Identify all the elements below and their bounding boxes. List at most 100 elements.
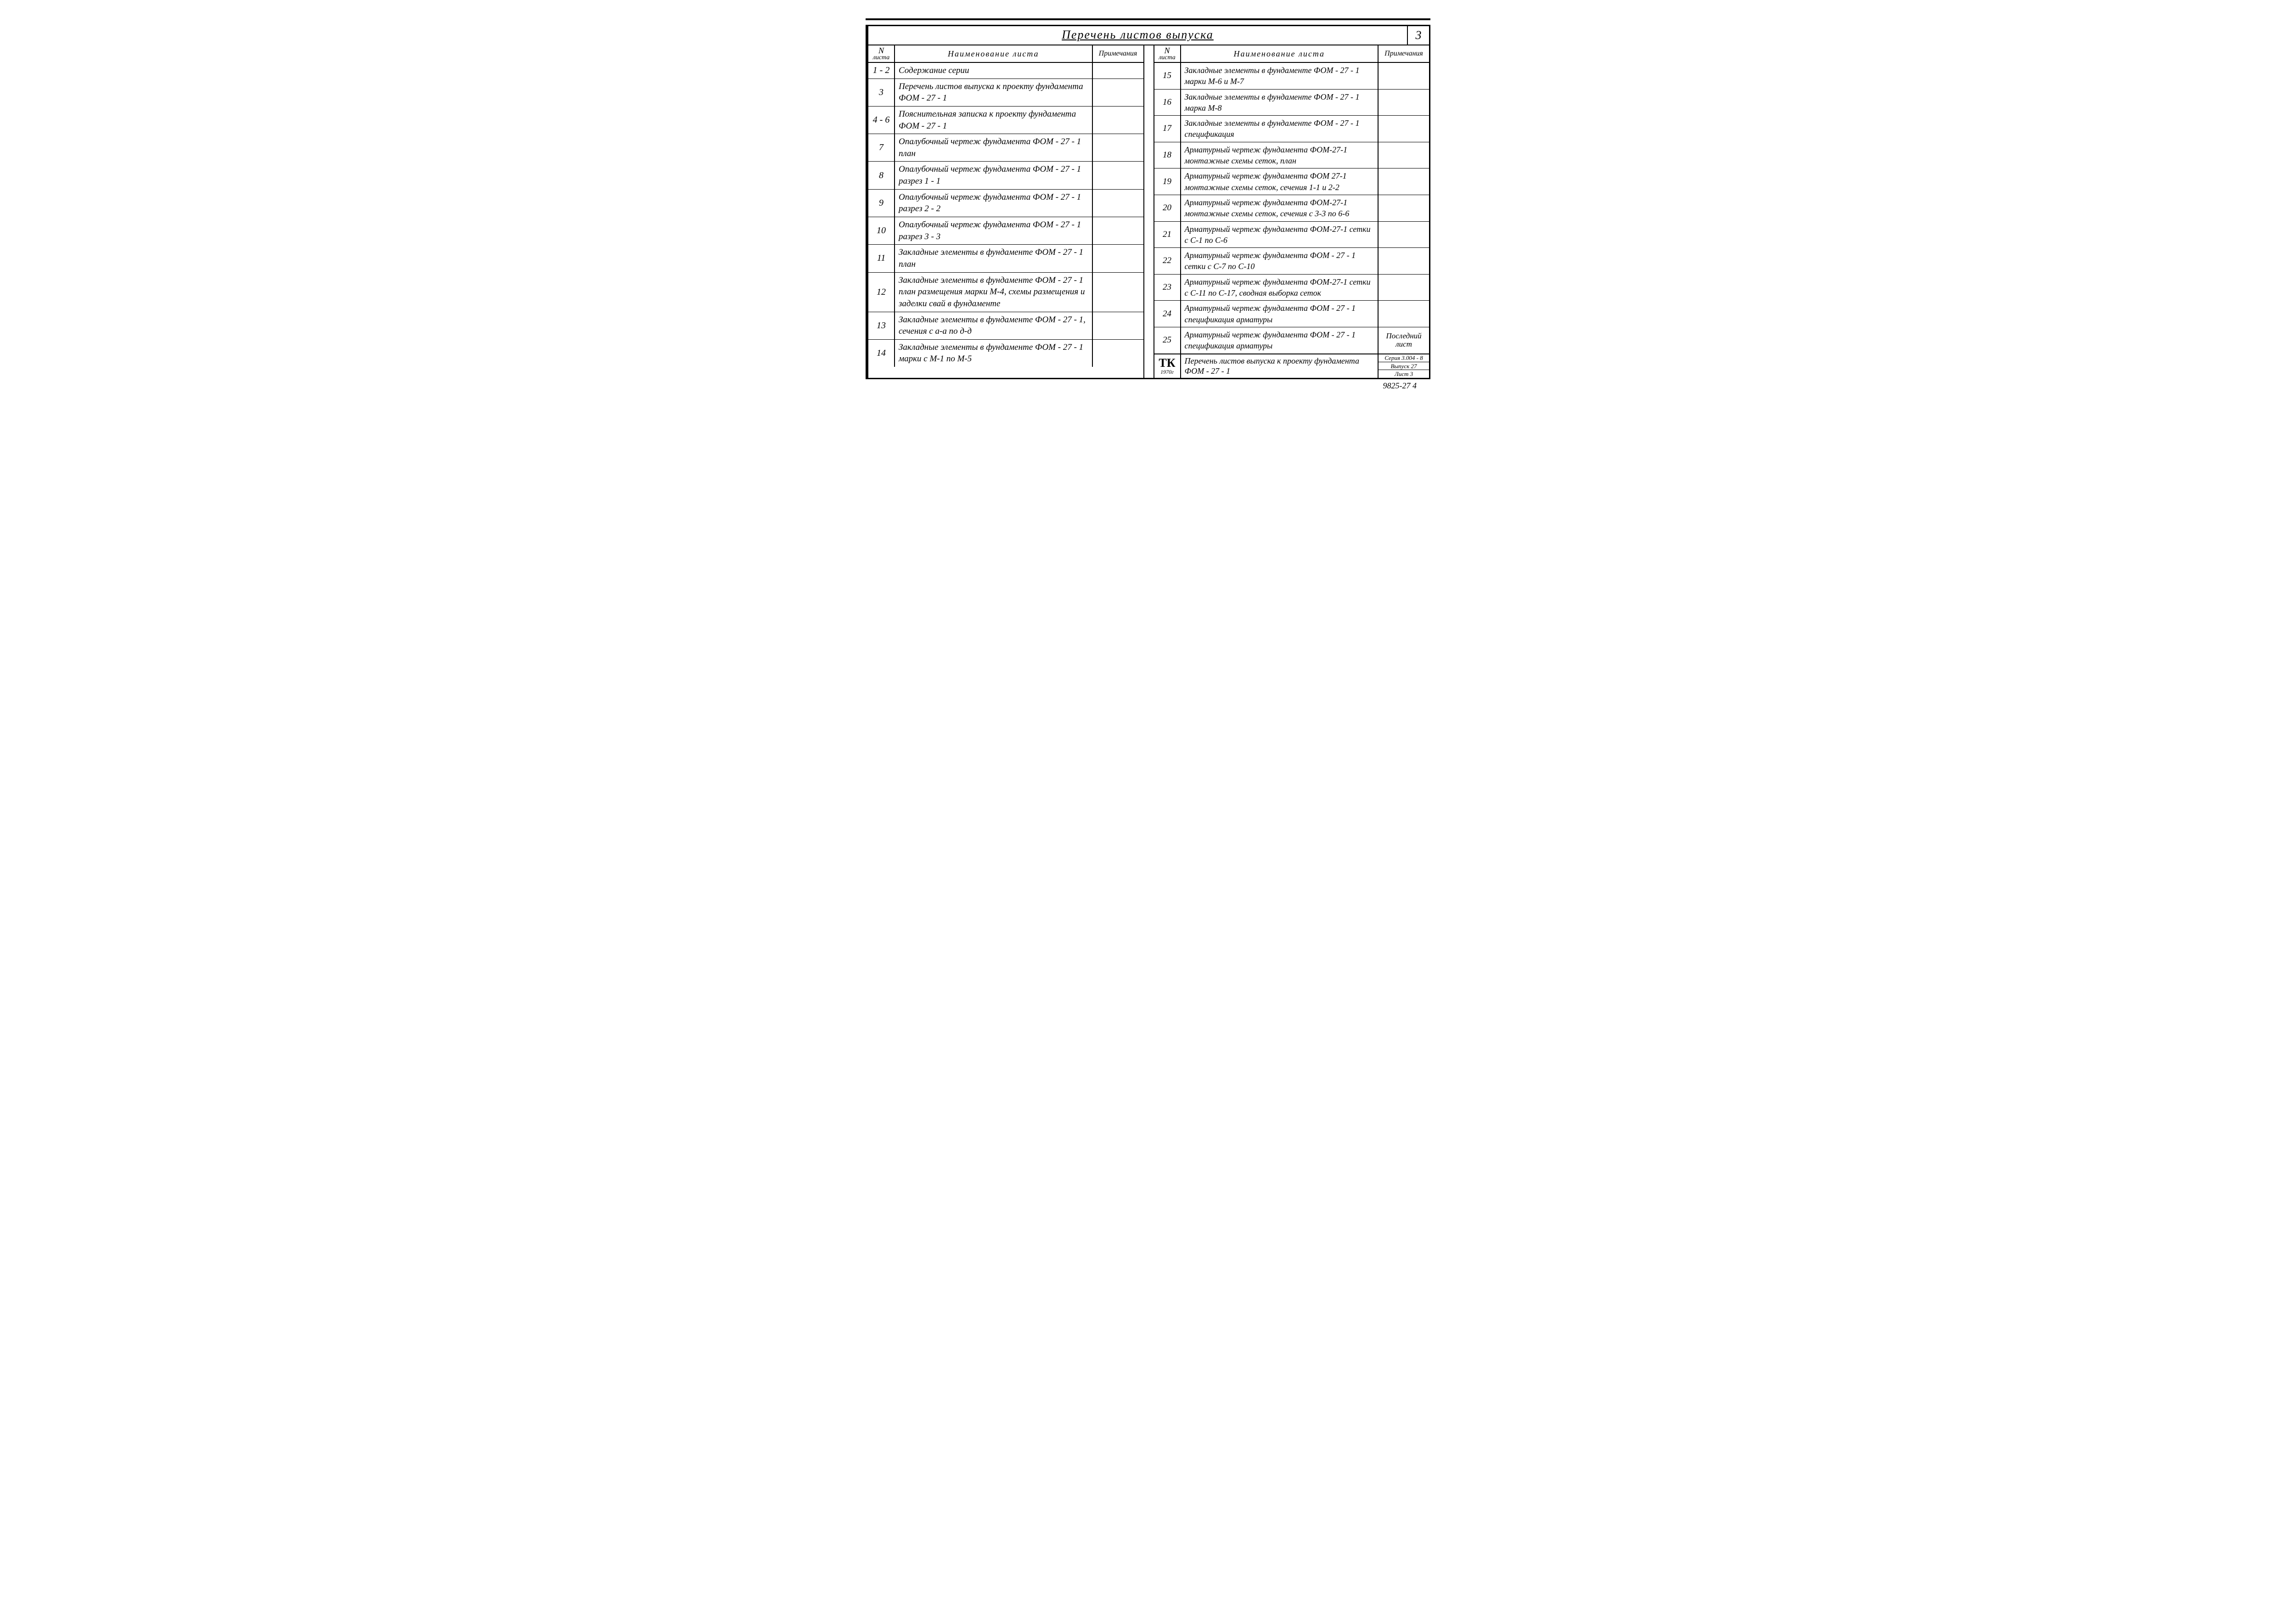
row-name: Арматурный чертеж фундамента ФОМ-27-1 се… [1181,222,1379,248]
table-row: 11Закладные элементы в фундаменте ФОМ - … [868,245,1143,272]
row-number: 15 [1154,63,1181,89]
row-note [1379,222,1429,248]
tk-year: 1970г [1160,369,1174,375]
table-row: 7Опалубочный чертеж фундамента ФОМ - 27 … [868,134,1143,162]
table-row: 17Закладные элементы в фундаменте ФОМ - … [1154,116,1429,142]
issue-label: Выпуск 27 [1379,362,1429,370]
row-name: Закладные элементы в фундаменте ФОМ - 27… [895,312,1093,339]
row-note [1379,248,1429,274]
page-number: 3 [1416,28,1422,42]
right-header-row: N листа Наименование листа Примечания [1154,45,1429,63]
row-note [1379,142,1429,168]
header-num-bottom: листа [873,55,890,61]
header-note: Примечания [1379,45,1429,62]
row-note [1093,63,1143,79]
title-block-stamp: ТК 1970г [1154,354,1181,378]
row-note [1379,90,1429,116]
row-name: Арматурный чертеж фундамента ФОМ - 27 - … [1181,301,1379,327]
row-note [1379,168,1429,195]
row-number: 11 [868,245,895,272]
table-row: 15Закладные элементы в фундаменте ФОМ - … [1154,63,1429,90]
header-note: Примечания [1093,45,1143,62]
row-name: Опалубочный чертеж фундамента ФОМ - 27 -… [895,217,1093,244]
row-name: Арматурный чертеж фундамента ФОМ-27-1 се… [1181,275,1379,301]
right-column: N листа Наименование листа Примечания 15… [1154,45,1429,378]
row-note [1379,275,1429,301]
row-number: 24 [1154,301,1181,327]
row-name: Закладные элементы в фундаменте ФОМ - 27… [895,340,1093,367]
row-note [1093,245,1143,272]
row-name: Арматурный чертеж фундамента ФОМ - 27 - … [1181,327,1379,354]
table-row: 3Перечень листов выпуска к проекту фунда… [868,79,1143,107]
row-note [1379,195,1429,221]
row-note [1093,134,1143,161]
row-number: 19 [1154,168,1181,195]
table-row: 24Арматурный чертеж фундамента ФОМ - 27 … [1154,301,1429,327]
row-note [1093,162,1143,189]
row-number: 17 [1154,116,1181,142]
header-name: Наименование листа [1181,45,1379,62]
header-num-top: N [878,46,884,55]
table-row: 21Арматурный чертеж фундамента ФОМ-27-1 … [1154,222,1429,248]
page: Перечень листов выпуска 3 N листа Наимен… [866,18,1430,391]
scan-artifact [866,18,1430,20]
row-number: 20 [1154,195,1181,221]
table-row: 23Арматурный чертеж фундамента ФОМ-27-1 … [1154,275,1429,301]
left-column: N листа Наименование листа Примечания 1 … [868,45,1144,378]
row-name: Перечень листов выпуска к проекту фундам… [895,79,1093,106]
row-number: 3 [868,79,895,106]
row-name: Опалубочный чертеж фундамента ФОМ - 27 -… [895,190,1093,217]
row-number: 21 [1154,222,1181,248]
row-note [1093,217,1143,244]
sheet-label: Лист 3 [1379,370,1429,377]
title-block-description: Перечень листов выпуска к проекту фундам… [1181,354,1379,378]
row-note [1093,190,1143,217]
drawing-frame: Перечень листов выпуска 3 N листа Наимен… [866,25,1430,379]
header-num: N листа [1154,45,1181,62]
row-name: Закладные элементы в фундаменте ФОМ - 27… [1181,116,1379,142]
row-number: 12 [868,273,895,312]
row-name: Содержание серии [895,63,1093,79]
row-number: 9 [868,190,895,217]
footer-text: 9825-27 4 [866,379,1430,391]
title-text: Перечень листов выпуска [1062,28,1214,41]
table-row: 22Арматурный чертеж фундамента ФОМ - 27 … [1154,248,1429,275]
row-number: 22 [1154,248,1181,274]
row-note [1093,79,1143,106]
title-block: ТК 1970г Перечень листов выпуска к проек… [1154,354,1429,378]
tk-label: ТК [1159,357,1175,369]
table-row: 20Арматурный чертеж фундамента ФОМ-27-1 … [1154,195,1429,222]
header-num: N листа [868,45,895,62]
row-name: Закладные элементы в фундаменте ФОМ - 27… [1181,90,1379,116]
row-name: Закладные элементы в фундаменте ФОМ - 27… [1181,63,1379,89]
row-number: 10 [868,217,895,244]
header-num-bottom: листа [1159,55,1176,61]
page-number-box: 3 [1407,26,1429,45]
row-note [1379,63,1429,89]
row-name: Арматурный чертеж фундамента ФОМ-27-1 мо… [1181,142,1379,168]
table-row: 13Закладные элементы в фундаменте ФОМ - … [868,312,1143,340]
row-name: Закладные элементы в фундаменте ФОМ - 27… [895,245,1093,272]
row-number: 23 [1154,275,1181,301]
row-number: 16 [1154,90,1181,116]
table-row: 4 - 6Пояснительная записка к проекту фун… [868,107,1143,134]
table-row: 8Опалубочный чертеж фундамента ФОМ - 27 … [868,162,1143,189]
row-name: Пояснительная записка к проекту фундамен… [895,107,1093,134]
row-number: 7 [868,134,895,161]
row-note [1093,312,1143,339]
row-note [1379,301,1429,327]
row-name: Арматурный чертеж фундамента ФОМ - 27 - … [1181,248,1379,274]
row-note [1093,273,1143,312]
column-gap [1144,45,1154,378]
table-row: 10Опалубочный чертеж фундамента ФОМ - 27… [868,217,1143,245]
columns: N листа Наименование листа Примечания 1 … [868,45,1429,378]
right-body: 15Закладные элементы в фундаменте ФОМ - … [1154,63,1429,354]
table-row: 9Опалубочный чертеж фундамента ФОМ - 27 … [868,190,1143,217]
row-note [1093,340,1143,367]
row-name: Опалубочный чертеж фундамента ФОМ - 27 -… [895,162,1093,189]
row-name: Арматурный чертеж фундамента ФОМ-27-1 мо… [1181,195,1379,221]
left-body: 1 - 2Содержание серии3Перечень листов вы… [868,63,1143,367]
table-row: 1 - 2Содержание серии [868,63,1143,79]
table-row: 25Арматурный чертеж фундамента ФОМ - 27 … [1154,327,1429,354]
table-row: 19Арматурный чертеж фундамента ФОМ 27-1 … [1154,168,1429,195]
